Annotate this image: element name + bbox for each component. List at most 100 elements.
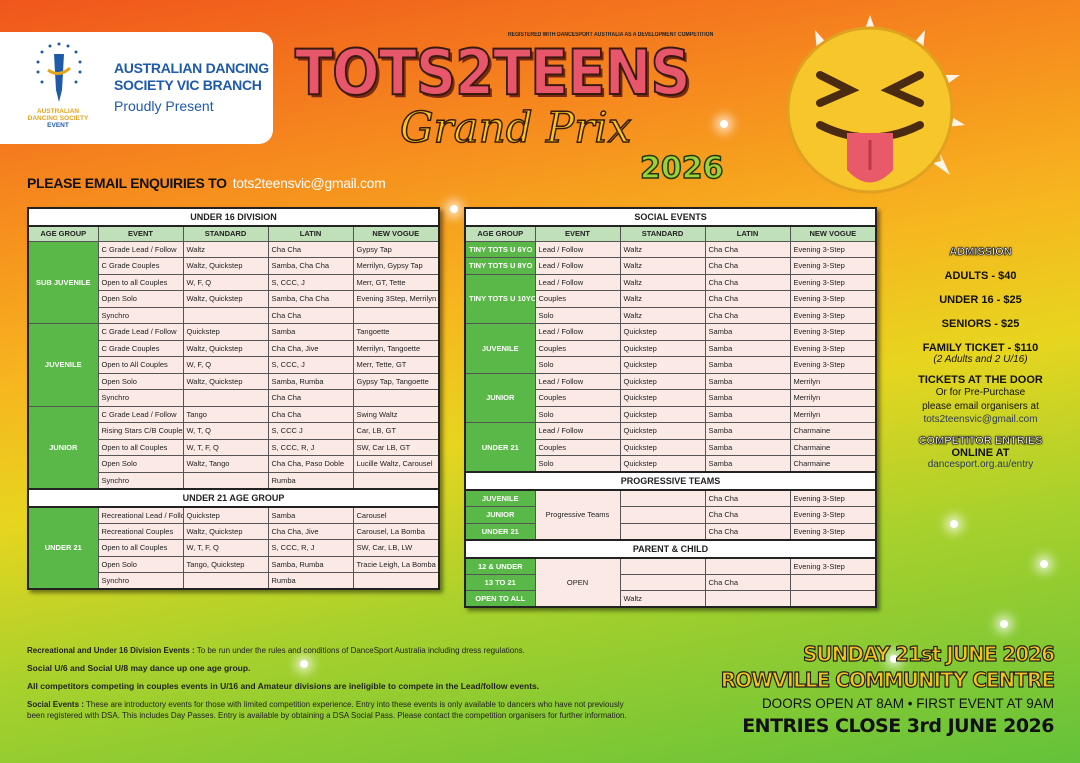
new-vogue-cell: Evening 3-Step	[789, 522, 877, 540]
table-row: Synchro Rumba	[28, 471, 440, 489]
event-cell: Synchro	[97, 572, 184, 590]
latin-cell: Cha Cha	[267, 389, 354, 407]
event-cell: C Grade Couples	[97, 339, 184, 357]
event-year: 2026	[639, 151, 724, 187]
standard-cell: Waltz	[619, 257, 706, 275]
event-cell: Open Solo	[97, 290, 184, 308]
new-vogue-cell: Tangoette	[352, 323, 440, 341]
new-vogue-cell: Carousel	[352, 506, 440, 524]
standard-cell: Waltz, Tango	[182, 455, 269, 473]
new-vogue-cell: Evening 3-Step	[789, 323, 877, 341]
new-vogue-cell: Evening 3-Step	[789, 290, 877, 308]
new-vogue-cell: SW, Car, LB, LW	[352, 539, 440, 557]
table-row: JUVENILE C Grade Lead / Follow Quickstep Sa…	[27, 323, 440, 407]
new-vogue-cell: Evening 3-Step	[789, 240, 877, 258]
new-vogue-cell: Merr, Tette, GT	[352, 356, 440, 374]
standard-cell	[182, 306, 269, 324]
latin-cell: Rumba	[267, 572, 354, 590]
event-cell: Open Solo	[97, 455, 184, 473]
latin-cell: Samba	[704, 372, 791, 390]
latin-cell: Cha Cha	[267, 240, 354, 258]
registration-note: REGISTERED WITH DANCESPORT AUSTRALIA AS …	[508, 32, 714, 38]
event-cell: Open to all Couples	[97, 539, 184, 557]
standard-cell: Tango	[182, 405, 269, 423]
section-title: UNDER 16 DIVISION	[27, 207, 440, 227]
note-recreational: Recreational and Under 16 Division Event…	[27, 646, 525, 655]
latin-cell: Samba, Cha Cha	[267, 290, 354, 308]
new-vogue-cell: Evening 3-Step	[789, 489, 877, 507]
table-row: Solo Quickstep Samba Evening 3-Step	[465, 356, 877, 374]
event-cell: Lead / Follow	[534, 422, 621, 440]
table-row: UNDER 21 Recreational Lead / Follow Quicks…	[27, 506, 440, 590]
prepurchase-text: Or for Pre-Purchase	[935, 387, 1026, 398]
table-row: Synchro Rumba	[28, 572, 440, 590]
event-cell: C Grade Couples	[97, 257, 184, 275]
table-row: UNDER 21 Lead / Follow Quickstep Samba Charm…	[464, 422, 877, 473]
table-row: Synchro Cha Cha	[28, 306, 440, 324]
organiser-email-link[interactable]: tots2teensvic@gmail.com	[923, 414, 1038, 425]
latin-cell: Cha Cha, Jive	[267, 339, 354, 357]
dancer-logo-icon	[36, 42, 82, 102]
table-row: Couples Waltz Cha Cha Evening 3-Step	[465, 290, 877, 308]
event-cell: C Grade Lead / Follow	[97, 323, 184, 341]
competitor-entries-heading: COMPETITOR ENTRIES	[918, 435, 1043, 448]
age-group-cell: JUVENILE	[464, 323, 536, 374]
age-group-cell: TINY TOTS U 10YO	[464, 273, 536, 324]
tongue-emoji-icon	[786, 15, 965, 194]
age-group-cell: JUNIOR	[27, 405, 99, 489]
standard-cell: Quickstep	[619, 455, 706, 473]
event-cell: Synchro	[97, 471, 184, 489]
latin-cell: Samba	[704, 356, 791, 374]
standard-cell	[182, 471, 269, 489]
event-cell: Lead / Follow	[534, 372, 621, 390]
section-title: PARENT & CHILD	[463, 538, 878, 559]
latin-cell: Samba, Cha Cha	[267, 257, 354, 275]
latin-cell: Cha Cha, Jive	[267, 522, 354, 540]
standard-cell: Waltz	[619, 306, 706, 324]
standard-cell: W, T, Q	[182, 422, 269, 440]
new-vogue-cell: Evening 3-Step	[789, 506, 877, 524]
event-cell: C Grade Lead / Follow	[97, 240, 184, 258]
new-vogue-cell: Merrilyn, Tangoette	[352, 339, 440, 357]
new-vogue-cell	[789, 573, 877, 591]
event-venue: ROWVILLE COMMUNITY CENTRE	[720, 667, 1055, 692]
latin-cell: Samba	[704, 405, 791, 423]
event-cell: Open to All Couples	[97, 356, 184, 374]
event-cell: Couples	[534, 290, 621, 308]
prepurchase-text-2: please email organisers at	[922, 401, 1039, 412]
entry-url-link[interactable]: dancesport.org.au/entry	[927, 459, 1034, 470]
age-group-cell: JUNIOR	[464, 506, 536, 524]
event-title: TOTS2TEENS	[294, 36, 691, 109]
latin-cell: Samba	[267, 506, 354, 524]
admission-panel: ADMISSION ADULTS - $40 UNDER 16 - $25 SE…	[888, 246, 1073, 470]
table-row: SUB JUVENILE C Grade Lead / Follow Waltz Ch…	[27, 240, 440, 324]
standard-cell: Waltz, Quickstep	[182, 522, 269, 540]
standard-cell: Waltz	[619, 240, 706, 258]
event-cell: Lead / Follow	[534, 240, 621, 258]
event-cell: Open Solo	[97, 372, 184, 390]
latin-cell: Cha Cha	[704, 290, 791, 308]
table-row: Couples Quickstep Samba Evening 3-Step	[465, 339, 877, 357]
age-group-cell: JUNIOR	[464, 372, 536, 423]
table-row: Open Solo Waltz, Tango Cha Cha, Paso Doble…	[28, 455, 440, 473]
event-cell: Couples	[534, 339, 621, 357]
social-events-schedule-table: SOCIAL EVENTS AGE GROUP EVENT STANDARD LATIN…	[463, 207, 878, 608]
table-row: Couples Quickstep Samba Merrilyn	[465, 389, 877, 407]
event-cell: Solo	[534, 455, 621, 473]
table-row: TINY TOTS U 10YO Lead / Follow Waltz Cha Ch…	[464, 273, 877, 324]
event-cell: Lead / Follow	[534, 257, 621, 275]
price-seniors: SENIORS - $25	[941, 318, 1020, 330]
standard-cell	[619, 522, 706, 540]
latin-cell: Cha Cha	[704, 273, 791, 291]
standard-cell: Waltz	[619, 273, 706, 291]
new-vogue-cell: Tracie Leigh, La Bomba	[352, 555, 440, 573]
latin-cell: Samba	[267, 323, 354, 341]
age-group-cell: 12 & UNDER	[464, 557, 536, 575]
new-vogue-cell: Evening 3-Step	[789, 339, 877, 357]
latin-cell: S, CCC, R, J	[267, 539, 354, 557]
enquiries-email-link[interactable]: tots2teensvic@gmail.com	[232, 175, 386, 191]
logo-caption: AUSTRALIAN DANCING SOCIETY EVENT	[27, 108, 89, 129]
new-vogue-cell: Merrilyn	[789, 372, 877, 390]
age-group-cell: 13 TO 21	[464, 573, 536, 591]
latin-cell: Samba	[704, 339, 791, 357]
